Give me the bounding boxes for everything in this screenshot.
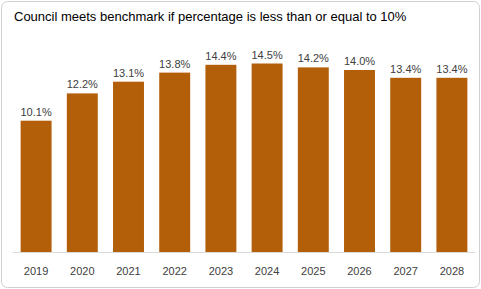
bar [67, 93, 98, 252]
data-label: 14.5% [251, 49, 282, 61]
x-tick-label: 2026 [347, 265, 371, 277]
bar [159, 73, 190, 252]
x-axis-line [13, 252, 475, 253]
data-label: 10.1% [20, 106, 51, 118]
x-tick-label: 2020 [70, 265, 94, 277]
x-tick-label: 2025 [301, 265, 325, 277]
data-label: 13.4% [390, 63, 421, 75]
x-tick-label: 2023 [209, 265, 233, 277]
x-tick-label: 2021 [116, 265, 140, 277]
data-label: 14.4% [205, 50, 236, 62]
x-tick-label: 2019 [24, 265, 48, 277]
chart-title: Council meets benchmark if percentage is… [14, 9, 407, 24]
bar [113, 82, 144, 252]
page: {"chart_data": {"type": "bar", "title": … [0, 0, 481, 289]
bar [298, 67, 329, 252]
data-label: 13.8% [159, 58, 190, 70]
bar [344, 70, 375, 252]
data-label: 12.2% [67, 78, 98, 90]
x-tick-label: 2024 [255, 265, 279, 277]
data-label: 13.4% [436, 63, 467, 75]
data-label: 14.2% [298, 52, 329, 64]
bar [252, 64, 283, 253]
bar [205, 65, 236, 252]
chart-svg: Council meets benchmark if percentage is… [0, 0, 481, 289]
x-tick-label: 2022 [162, 265, 186, 277]
x-tick-label: 2028 [440, 265, 464, 277]
data-label: 13.1% [113, 67, 144, 79]
data-label: 14.0% [344, 55, 375, 67]
bars [21, 64, 468, 253]
bar [390, 78, 421, 252]
x-tick-label: 2027 [393, 265, 417, 277]
bar [21, 121, 52, 252]
chart-container: Council meets benchmark if percentage is… [0, 0, 481, 289]
chart-frame [2, 2, 480, 288]
bar [436, 78, 467, 252]
